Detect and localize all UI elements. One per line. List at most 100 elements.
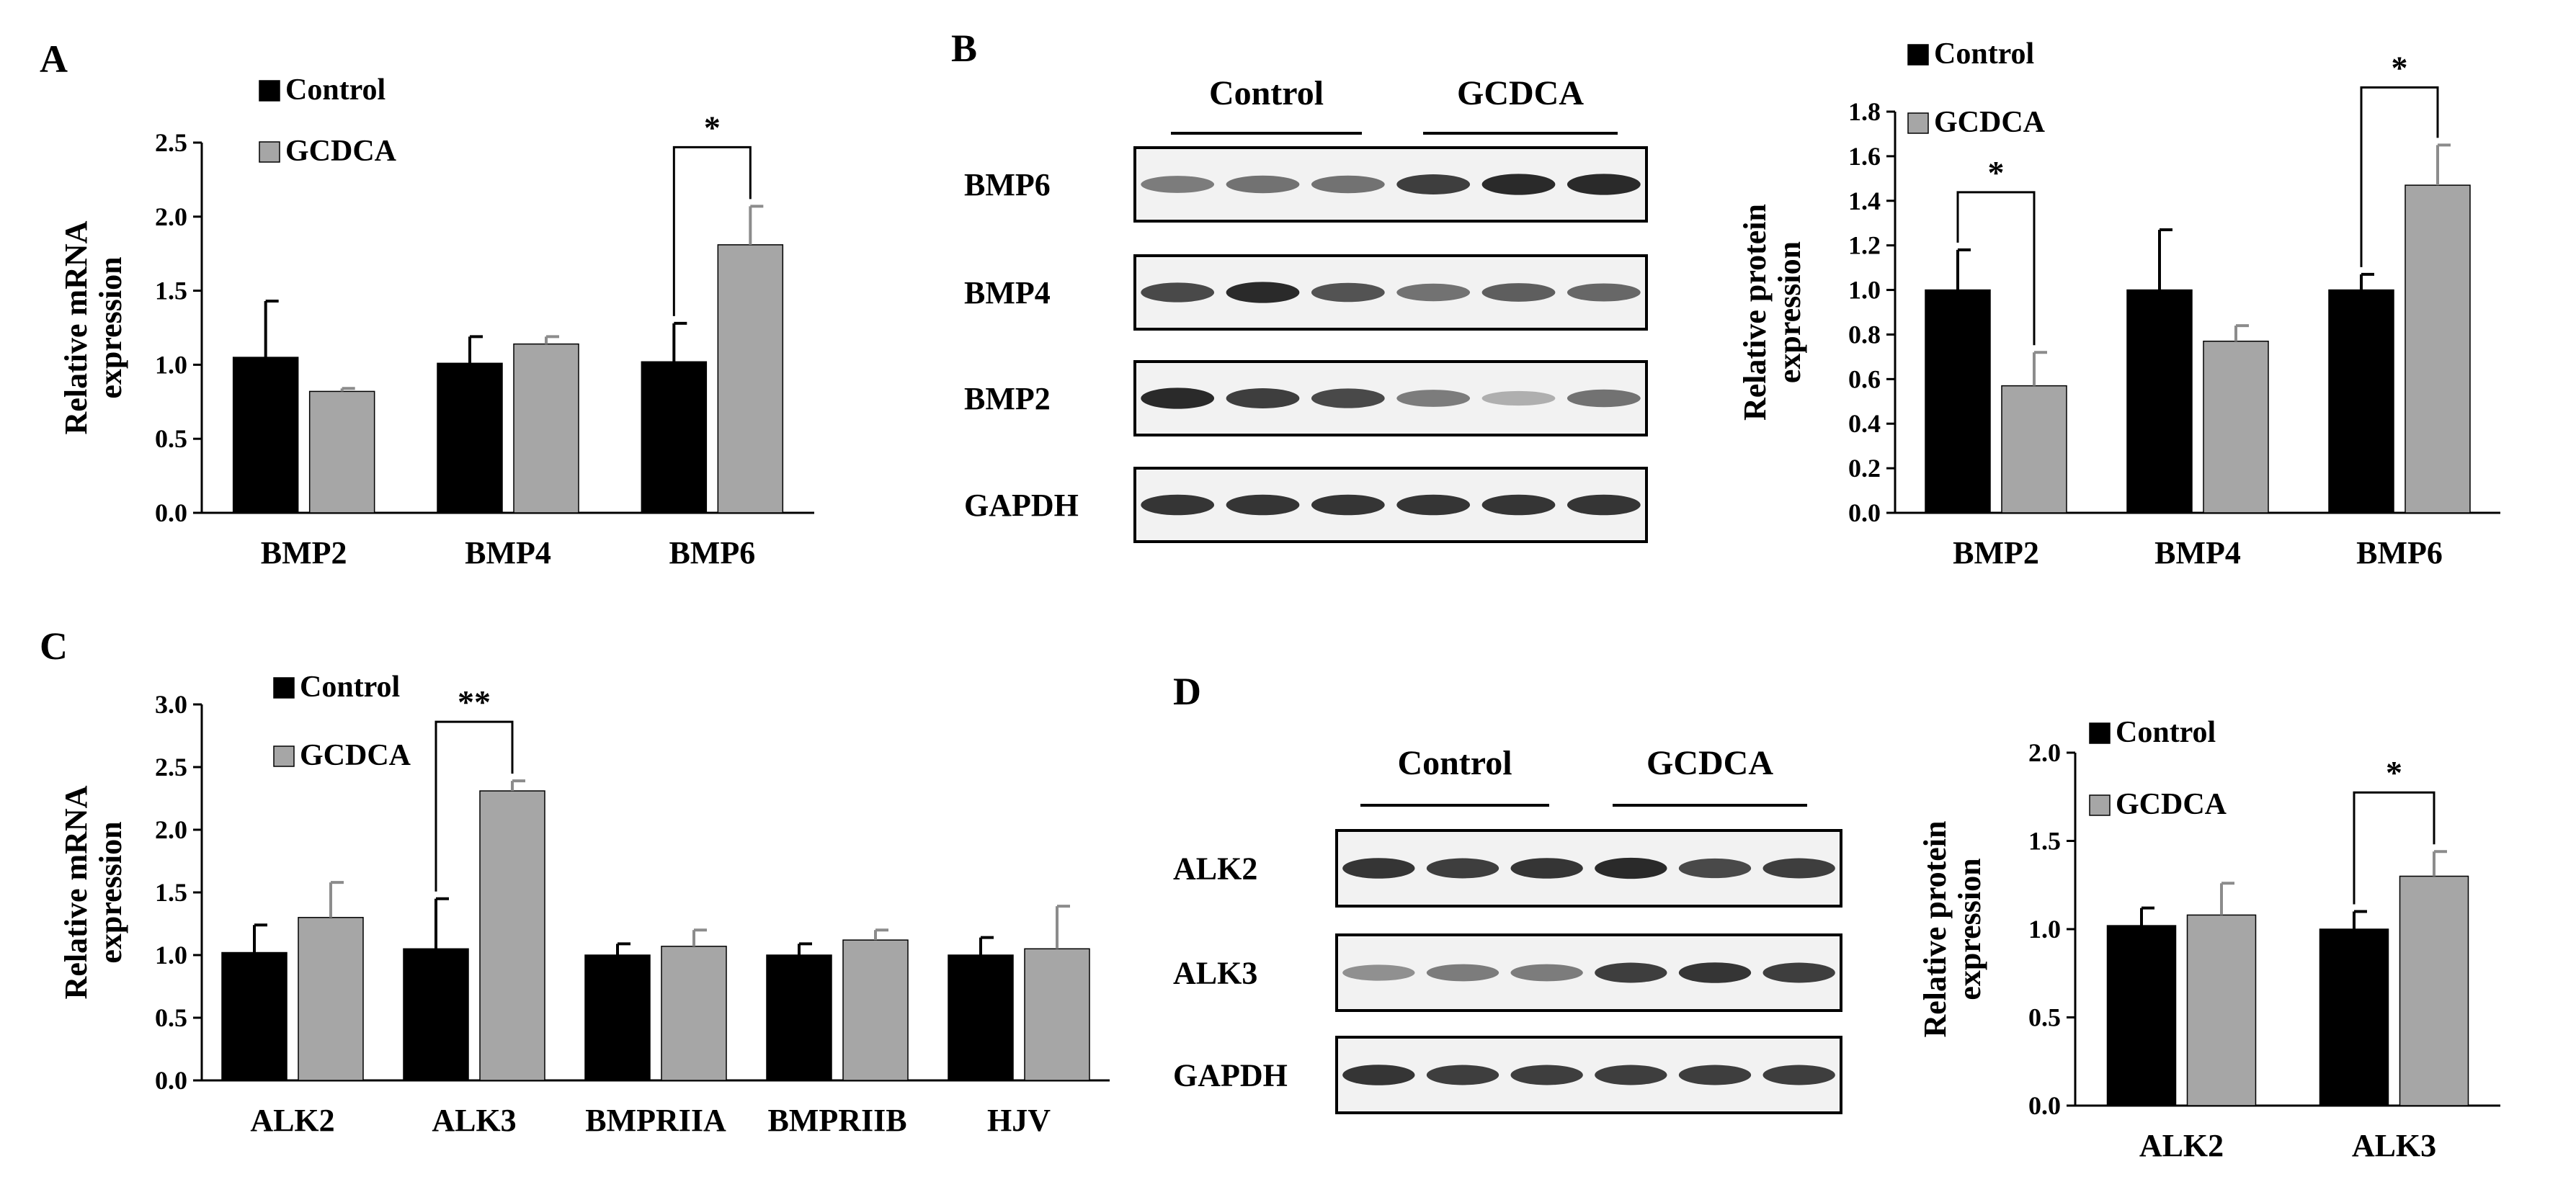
y-tick-label: 0.6 [1848, 364, 1881, 393]
blot-group-label: Control [1209, 74, 1324, 112]
panel-label-c: C [40, 624, 68, 668]
blot-band [1678, 858, 1752, 879]
bar-control [403, 948, 469, 1081]
bar-control [948, 954, 1014, 1081]
bar-control [1925, 289, 1991, 514]
blot-band [1566, 494, 1641, 516]
blot-band [1678, 962, 1752, 983]
y-axis-label: Relative protein [1917, 820, 1953, 1037]
blot-strip [1133, 467, 1648, 543]
blot-group-label: GCDCA [1646, 744, 1773, 782]
legend-label-control: Control [1934, 37, 2034, 71]
y-tick-label: 1.2 [1848, 231, 1881, 260]
chart-c: 0.0 0.5 1.0 1.5 2.0 2.5 3.0 Relative mRNA expres… [58, 671, 1110, 1138]
blot-row-label: GAPDH [964, 488, 1079, 523]
western-blots-layer: Control GCDCA BMP6 BMP4 BMP2 GAPDH Control GCDC… [964, 74, 1842, 1114]
blot-band [1426, 1065, 1499, 1085]
blot-band [1342, 858, 1415, 879]
blot-band [1396, 174, 1471, 194]
y-tick-label: 0.5 [155, 424, 187, 453]
y-tick-label: 2.0 [155, 815, 187, 844]
blot-row-label: BMP2 [964, 381, 1051, 416]
blot-band [1311, 282, 1385, 303]
y-tick-label: 2.0 [155, 202, 187, 231]
y-tick-label: 1.5 [155, 878, 187, 907]
legend-swatch-gcdca [273, 745, 295, 767]
blot-band [1426, 858, 1499, 879]
bar-gcdca [717, 244, 784, 514]
bar-gcdca [842, 939, 909, 1081]
blot-group-label: Control [1397, 744, 1512, 782]
blot-band [1226, 388, 1300, 408]
panel-label-a: A [40, 37, 68, 81]
x-tick-label: BMPRIIB [767, 1103, 906, 1138]
significance-star: * [2386, 754, 2402, 791]
blot-strip [1335, 1036, 1842, 1114]
bar-control [437, 362, 503, 514]
x-tick-label: BMP4 [2154, 535, 2241, 570]
y-tick-label: 1.0 [155, 350, 187, 379]
bar-gcdca [2405, 184, 2471, 514]
significance-star: ** [458, 684, 491, 720]
x-tick-label: BMP2 [261, 535, 347, 570]
legend-label-control: Control [285, 73, 385, 107]
bar-gcdca [2001, 385, 2067, 514]
x-tick-label: ALK3 [432, 1103, 516, 1138]
blot-band [1510, 964, 1583, 982]
bar-gcdca [513, 343, 579, 514]
bar-gcdca [479, 790, 545, 1081]
y-tick-label: 1.5 [2028, 827, 2061, 856]
blot-band [1311, 388, 1385, 408]
blot-band [1762, 962, 1835, 983]
significance-bracket [2353, 791, 2435, 905]
bar-control [2328, 289, 2394, 514]
blot-band [1566, 389, 1641, 408]
bar-control [584, 954, 651, 1081]
legend-swatch-gcdca [2089, 794, 2111, 816]
y-tick-label: 1.8 [1848, 97, 1881, 126]
significance-bracket [2360, 86, 2439, 267]
blot-strip [1133, 360, 1648, 436]
y-tick-label: 0.0 [2028, 1091, 2061, 1120]
blot-row-label: GAPDH [1173, 1058, 1288, 1093]
significance-bracket [1956, 191, 2036, 346]
legend-label-control: Control [2116, 716, 2216, 749]
bar-gcdca [2399, 875, 2469, 1106]
bar-control [2319, 928, 2389, 1106]
legend-swatch-control [1907, 44, 1929, 66]
y-tick-label: 2.5 [155, 753, 187, 781]
blot-row-label: BMP4 [964, 275, 1051, 310]
x-tick-label: BMP6 [669, 535, 755, 570]
bar-gcdca [308, 390, 375, 514]
blot-band [1481, 494, 1556, 516]
blot-band [1481, 390, 1556, 406]
blot-band [1566, 283, 1641, 302]
legend-label-gcdca: GCDCA [2116, 788, 2227, 821]
x-tick-label: BMP4 [465, 535, 551, 570]
charts-layer: 0.0 0.5 1.0 1.5 2.0 2.5 Relative mRNA expressio… [58, 37, 2500, 1163]
y-tick-label: 1.4 [1848, 187, 1881, 215]
blot-band [1762, 1065, 1835, 1085]
blot-strip [1133, 254, 1648, 331]
bar-gcdca [2186, 914, 2257, 1106]
blot-band [1342, 1065, 1415, 1085]
y-tick-label: 1.0 [1848, 276, 1881, 305]
y-axis-label: expression [93, 256, 128, 398]
y-tick-label: 2.5 [155, 128, 187, 157]
blot-strip [1335, 829, 1842, 908]
y-tick-label: 0.5 [2028, 1003, 2061, 1032]
y-axis-label: Relative mRNA [58, 785, 94, 999]
y-tick-label: 0.4 [1848, 409, 1881, 438]
bar-control [221, 951, 288, 1081]
blot-row-label: BMP6 [964, 167, 1051, 202]
chart-b: 0.0 0.2 0.4 0.6 0.8 1.0 1.2 1.4 1.6 1.8 Relative p… [1737, 37, 2500, 570]
blot-strip [1133, 146, 1648, 223]
blot-band [1595, 1065, 1667, 1085]
blot-group-label: GCDCA [1457, 74, 1584, 112]
blot-band [1396, 283, 1471, 302]
blot-band [1481, 283, 1556, 302]
y-tick-label: 1.6 [1848, 142, 1881, 171]
blot-panel-b: Control GCDCA BMP6 BMP4 BMP2 GAPDH [964, 74, 1648, 543]
bar-control [766, 954, 832, 1081]
blot-band [1678, 1065, 1752, 1085]
